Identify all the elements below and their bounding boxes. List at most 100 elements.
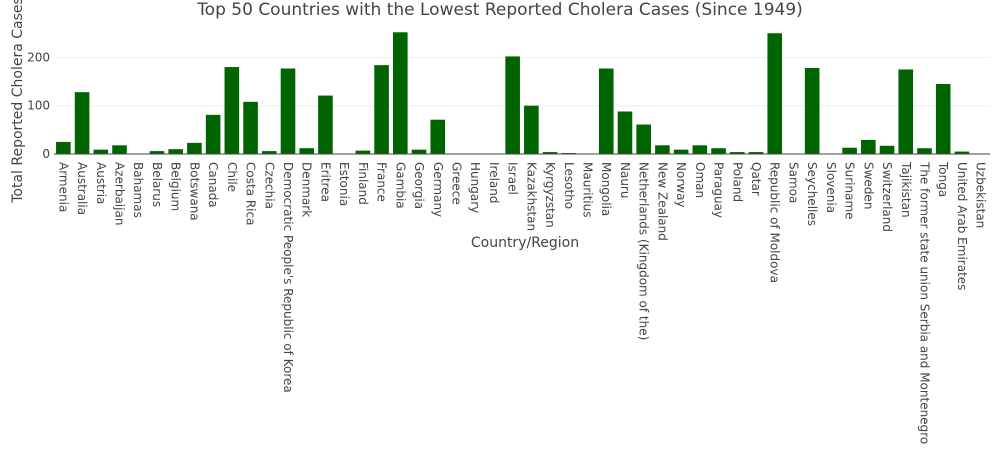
bar [954, 151, 970, 154]
x-tick-label: Finland [356, 162, 370, 205]
x-tick-label: Norway [674, 162, 688, 208]
x-tick-label: Lesotho [562, 162, 576, 209]
x-tick-label: Democratic People's Republic of Korea [281, 162, 295, 393]
bar [374, 65, 389, 154]
x-tick-label: Uzbekistan [974, 162, 988, 228]
x-tick-label: Estonia [337, 162, 351, 206]
x-tick-label: Azerbaijan [113, 162, 127, 225]
x-tick-label: Belarus [150, 162, 164, 207]
bar [935, 83, 951, 154]
x-tick-label: Switzerland [880, 162, 894, 232]
x-tick-label: Paraguay [712, 162, 726, 218]
bar [692, 145, 708, 154]
bar [748, 152, 764, 154]
bar [767, 33, 783, 154]
x-tick-label: Sweden [861, 162, 875, 209]
x-tick-label: Suriname [843, 162, 857, 220]
bars [56, 32, 988, 155]
bar [261, 151, 277, 154]
x-tick-label: Tonga [936, 161, 950, 197]
bar [729, 152, 745, 154]
bar [636, 124, 651, 154]
bar [299, 148, 315, 154]
bar [205, 114, 221, 154]
x-tick-label: Gambia [393, 162, 407, 209]
x-tick-label: Kyrgyzstan [543, 162, 557, 228]
bar [430, 119, 446, 154]
y-axis-title: Total Reported Cholera Cases [10, 0, 26, 204]
bar [711, 148, 726, 154]
bar [524, 105, 539, 154]
bar [505, 56, 520, 154]
bar [243, 101, 258, 154]
x-tick-label: Hungary [468, 162, 482, 213]
x-tick-label: Samoa [786, 162, 800, 203]
x-tick-label: United Arab Emirates [955, 162, 969, 290]
bar [598, 68, 614, 154]
x-tick-label: Kazakhstan [524, 162, 538, 231]
x-tick-label: Slovenia [824, 162, 838, 213]
gridlines [54, 56, 990, 107]
bar [56, 141, 71, 154]
x-axis-title: Country/Region [471, 235, 579, 251]
bar [280, 68, 296, 154]
x-tick-label: Oman [693, 162, 707, 198]
x-tick-label: Ireland [487, 162, 501, 204]
x-tick-label: Greece [449, 162, 463, 205]
bar [879, 145, 895, 154]
x-tick-label: Qatar [749, 162, 763, 196]
x-tick-label: Mauritius [581, 162, 595, 217]
bar [112, 145, 127, 154]
x-tick-label: Georgia [412, 162, 426, 209]
x-tick-label: Chile [225, 162, 239, 192]
x-tick-label: France [375, 162, 389, 202]
x-axis-ticks: Armenia Australia Austria Azerbaijan Bahamas… [56, 161, 987, 444]
x-tick-label: Netherlands (Kingdom of the) [637, 162, 651, 340]
x-tick-label: Costa Rica [244, 162, 258, 225]
x-tick-label: Germany [431, 162, 445, 217]
y-axis-ticks: 0 100 200 [27, 50, 50, 161]
bar [355, 150, 371, 154]
x-tick-label: Armenia [56, 162, 70, 212]
x-tick-label: Austria [94, 162, 108, 204]
bar [655, 145, 670, 154]
bar [804, 68, 820, 154]
x-tick-label: Botswana [187, 162, 201, 221]
x-tick-label: The former state union Serbia and Monten… [917, 161, 931, 444]
bar [411, 149, 427, 154]
x-tick-label: Tajikistan [899, 161, 913, 218]
x-tick-label: Republic of Moldova [768, 162, 782, 283]
bar [673, 149, 689, 154]
y-tick-label: 0 [42, 147, 50, 161]
x-tick-label: Mongolia [599, 162, 613, 216]
bar [917, 148, 932, 154]
x-tick-label: Eritrea [318, 162, 332, 202]
bar [318, 95, 333, 154]
bar [149, 151, 165, 154]
x-tick-label: Israel [506, 162, 520, 195]
bar [898, 69, 914, 154]
bar [861, 139, 876, 154]
chart-title: Top 50 Countries with the Lowest Reporte… [196, 0, 803, 20]
x-tick-label: Bahamas [131, 162, 145, 218]
x-tick-label: Canada [206, 162, 220, 208]
bar [617, 111, 633, 154]
x-tick-label: Nauru [618, 162, 632, 198]
x-tick-label: Czechia [262, 162, 276, 209]
y-tick-label: 100 [27, 99, 50, 113]
bar [74, 92, 90, 154]
bar [168, 149, 183, 154]
x-tick-label: Poland [730, 162, 744, 202]
bar [93, 149, 109, 154]
bar [224, 67, 240, 154]
x-tick-label: Belgium [169, 162, 183, 211]
x-tick-label: Australia [75, 162, 89, 215]
bar [187, 142, 202, 154]
x-tick-label: New Zealand [655, 162, 669, 241]
x-tick-label: Seychelles [805, 162, 819, 226]
y-tick-label: 200 [27, 50, 50, 64]
bar [393, 32, 408, 155]
x-tick-label: Denmark [300, 162, 314, 217]
bar [542, 152, 558, 154]
